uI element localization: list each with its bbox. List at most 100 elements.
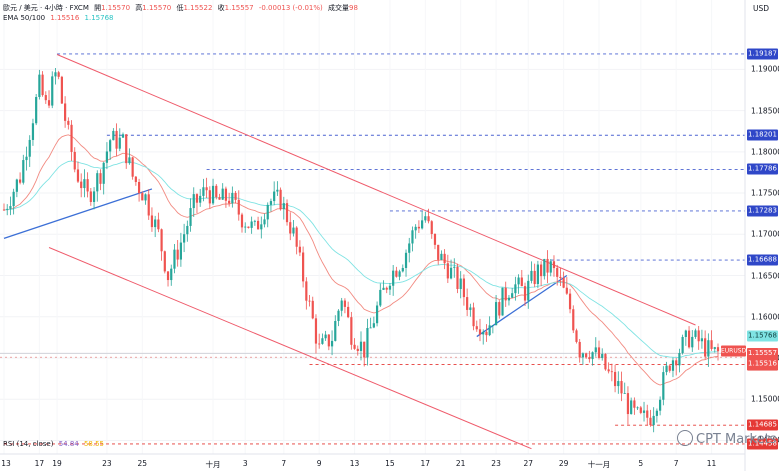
candle-body: [109, 140, 112, 152]
candle-body: [408, 243, 411, 253]
candle-body: [112, 130, 115, 141]
candle-body: [520, 277, 523, 287]
ema-fast-value: 1.15516: [50, 14, 80, 22]
candle-body: [401, 267, 404, 272]
candle-body: [398, 271, 401, 277]
candle-body: [334, 320, 337, 341]
candle-body: [47, 100, 51, 106]
candle-body: [633, 400, 636, 408]
candle-body: [617, 381, 620, 387]
candle-body: [498, 302, 501, 316]
time-tick-label: 7: [673, 459, 679, 468]
candle-body: [25, 156, 28, 161]
candle-body: [655, 410, 658, 416]
candle-body: [215, 185, 218, 198]
candle-body: [707, 340, 710, 357]
candle-body: [588, 357, 591, 360]
time-tick-label: 19: [52, 459, 62, 468]
candle-body: [240, 214, 244, 228]
candle-body: [179, 242, 182, 260]
price-tick-label: 1.15000: [751, 394, 779, 404]
time-tick-label: 十月: [205, 460, 221, 469]
candle-body: [80, 181, 83, 189]
candle-body: [456, 266, 459, 290]
candle-body: [54, 72, 57, 77]
candle-body: [96, 173, 99, 192]
candle-body: [604, 354, 607, 370]
candle-body: [424, 216, 427, 221]
candle-body: [67, 120, 70, 125]
candle-body: [630, 400, 633, 415]
candle-body: [305, 281, 308, 301]
candle-body: [578, 341, 581, 358]
candle-body: [311, 300, 314, 319]
price-level-badge: 1.18201: [747, 129, 778, 141]
candle-body: [147, 194, 150, 216]
candle-body: [511, 293, 514, 298]
candle-body: [379, 289, 382, 306]
candle-body: [417, 226, 420, 229]
candle-body: [681, 336, 684, 354]
candle-body: [591, 352, 594, 360]
candle-body: [163, 251, 166, 272]
candle-body: [375, 305, 379, 324]
candle-body: [549, 261, 552, 273]
time-tick-label: 十一月: [587, 460, 611, 469]
currency-unit: USD: [753, 4, 770, 13]
candle-body: [659, 399, 662, 411]
rsi-label: RSI (14, close): [3, 440, 54, 448]
candle-body: [517, 277, 520, 285]
time-tick-label: 17: [420, 459, 431, 468]
candle-body: [565, 287, 568, 294]
rsi-value-2: 58.55: [83, 440, 105, 448]
candle-body: [687, 330, 691, 348]
candle-body: [121, 134, 125, 138]
candle-body: [536, 264, 539, 285]
channel-upper-line: [56, 54, 696, 326]
candle-body: [41, 74, 44, 96]
candle-body: [125, 134, 128, 164]
current-price-value: 1.15557: [748, 349, 777, 358]
candle-body: [366, 328, 369, 358]
candle-body: [308, 300, 311, 302]
candle-body: [488, 325, 491, 336]
broker-logo-icon: [677, 430, 693, 446]
ema-legend: EMA 50/100 1.15516 1.15768: [3, 13, 116, 23]
ema-slow-value: 1.15768: [84, 14, 114, 22]
candle-body: [613, 371, 617, 387]
candle-body: [514, 284, 517, 294]
candle-body: [575, 330, 578, 342]
candle-body: [321, 338, 324, 344]
candle-body: [414, 226, 417, 231]
candle-body: [337, 310, 340, 321]
candle-body: [601, 354, 604, 358]
candle-body: [330, 340, 334, 347]
candle-body: [710, 340, 713, 349]
candle-body: [195, 194, 199, 203]
time-tick-label: 5: [638, 459, 644, 468]
candle-body: [18, 179, 22, 183]
candle-body: [224, 188, 228, 201]
high-label: 高: [135, 4, 143, 12]
candle-body: [279, 189, 282, 210]
open-label: 開: [94, 4, 102, 12]
candle-body: [568, 293, 572, 310]
candle-body: [276, 189, 279, 192]
candle-body: [253, 220, 256, 222]
candle-body: [160, 229, 163, 252]
candle-body: [607, 369, 610, 372]
time-tick-label: 23: [491, 459, 501, 468]
candle-body: [218, 197, 221, 200]
candle-body: [691, 336, 694, 348]
candle-body: [475, 326, 478, 330]
candle-body: [166, 271, 170, 281]
candle-body: [501, 287, 504, 316]
candle-body: [469, 307, 472, 310]
candle-body: [642, 410, 646, 413]
candle-body: [144, 194, 147, 201]
candle-body: [427, 216, 430, 222]
candle-body: [282, 203, 285, 210]
candle-body: [237, 199, 240, 215]
candlesticks: [2, 67, 720, 433]
